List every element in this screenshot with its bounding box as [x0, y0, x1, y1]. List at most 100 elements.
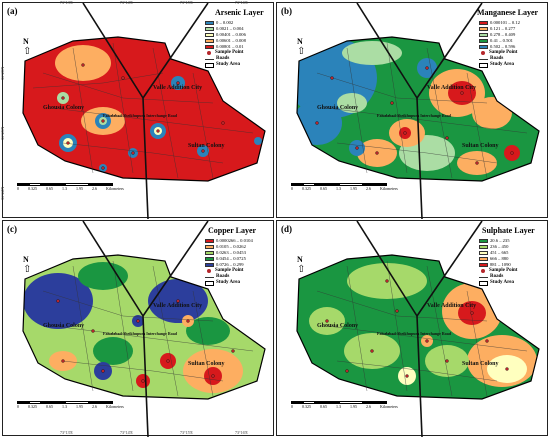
legend-roads: Roads	[216, 274, 230, 279]
scale-label: 0.65	[46, 186, 53, 191]
panel-label: (a)	[7, 6, 18, 16]
north-arrow-icon: N ⇧	[23, 37, 32, 57]
scale-bar: 0 0.325 0.65 1.3 1.95 2.6 Kilometers	[291, 401, 398, 409]
scale-label: 0	[17, 404, 19, 409]
legend-range: 0.0000266 – 0.0104	[216, 238, 253, 243]
scale-label: 0	[291, 404, 293, 409]
scale-unit: Kilometers	[380, 404, 398, 409]
legend-swatch	[205, 251, 214, 255]
legend-range: 666 – 880	[490, 256, 509, 261]
north-label: N	[297, 37, 303, 46]
scale-label: 0.325	[302, 186, 311, 191]
sample-point-icon	[481, 51, 485, 55]
legend-swatch	[479, 251, 488, 255]
road-line-icon	[479, 58, 488, 60]
study-area-icon	[205, 280, 214, 286]
legend-range: 236 – 450	[490, 244, 509, 249]
scale-label: 1.95	[350, 404, 357, 409]
scale-bar: 0 0.325 0.65 1.3 1.95 2.6 Kilometers	[291, 183, 398, 191]
legend-swatch	[479, 239, 488, 243]
legend-swatch	[205, 39, 214, 43]
town-label-sultan: Sultan Colony	[188, 143, 225, 149]
legend-sample-point: Sample Point	[215, 268, 244, 273]
north-arrow-icon: N ⇧	[297, 37, 306, 57]
panel-manganese: (b) N ⇧ Manganese Layer 0.000101 – 0.12 0…	[276, 2, 548, 219]
tick-bottom: 73°13'E	[60, 430, 73, 435]
north-label: N	[23, 255, 29, 264]
scale-label: 2.6	[92, 404, 97, 409]
sample-point-icon	[481, 269, 485, 273]
scale-bar-blocks	[17, 401, 124, 404]
road-label: Faisalabad-Sheikhupura Interchange Road	[377, 113, 451, 118]
north-arrow-icon: N ⇧	[297, 255, 306, 275]
town-label-ghousia: Ghousia Colony	[43, 323, 85, 329]
scale-label: 0.65	[320, 404, 327, 409]
sample-point-icon	[207, 269, 211, 273]
scale-label: 1.3	[336, 186, 341, 191]
legend-range: 0.00801 – 0.01	[216, 44, 244, 49]
panel-label: (c)	[7, 224, 17, 234]
scale-label: 0	[291, 186, 293, 191]
legend-range: 451 – 665	[490, 250, 509, 255]
scale-label: 1.3	[62, 186, 67, 191]
legend-roads: Roads	[490, 274, 504, 279]
scale-label: 0.65	[46, 404, 53, 409]
legend-swatch	[479, 245, 488, 249]
legend-title: Copper Layer	[208, 226, 257, 235]
town-label-ghousia: Ghousia Colony	[317, 105, 359, 111]
legend-range: 20.6 – 235	[490, 238, 510, 243]
legend-swatch	[479, 45, 488, 49]
scale-label: 1.3	[336, 404, 341, 409]
north-label: N	[297, 255, 303, 264]
legend-swatch	[205, 27, 214, 31]
legend-sample-point: Sample Point	[215, 50, 244, 55]
legend-range: 0.41 – 0.501	[490, 38, 513, 43]
scale-label: 2.6	[92, 186, 97, 191]
tick-bottom: 73°15'E	[180, 430, 193, 435]
scale-label: 1.95	[76, 404, 83, 409]
town-label-ghousia: Ghousia Colony	[43, 105, 85, 111]
legend-swatch	[479, 27, 488, 31]
scale-label: 0.65	[320, 186, 327, 191]
legend-sample-point: Sample Point	[489, 268, 518, 273]
legend-range: 0.0454 – 0.0725	[216, 256, 246, 261]
legend-swatch	[205, 245, 214, 249]
legend-swatch	[479, 39, 488, 43]
road-line-icon	[205, 58, 214, 60]
scale-bar: 0 0.325 0.65 1.3 1.95 2.6 Kilometers	[17, 183, 124, 191]
legend-range: 0.0726 – 0.299	[216, 262, 244, 267]
road-line-icon	[205, 276, 214, 278]
legend-swatch	[205, 263, 214, 267]
sulphate-map	[296, 221, 540, 437]
legend-range: 0.502 – 0.596	[490, 44, 516, 49]
scale-unit: Kilometers	[106, 404, 124, 409]
legend-swatch	[479, 33, 488, 37]
town-label-valle: Valle Addition City	[153, 303, 203, 309]
tick-top: 73°13'E	[60, 0, 73, 5]
scale-label: 1.95	[76, 186, 83, 191]
legend-roads: Roads	[216, 56, 230, 61]
legend-range: 0.00401 – 0.006	[216, 32, 246, 37]
tick-top: 73°14'E	[120, 0, 133, 5]
legend-title: Arsenic Layer	[215, 8, 264, 17]
legend-roads: Roads	[490, 56, 504, 61]
scale-unit: Kilometers	[380, 186, 398, 191]
study-area-icon	[205, 62, 214, 68]
legend-study-area: Study Area	[216, 62, 240, 67]
town-label-valle: Valle Addition City	[427, 85, 477, 91]
scale-label: 2.6	[366, 186, 371, 191]
town-label-ghousia: Ghousia Colony	[317, 323, 359, 329]
legend-swatch	[205, 257, 214, 261]
scale-bar-blocks	[291, 183, 398, 186]
tick-bottom: 73°14'E	[120, 430, 133, 435]
panel-label: (d)	[281, 224, 292, 234]
road-label: Faisalabad-Sheikhupura Interchange Road	[103, 331, 177, 336]
scale-label: 0	[17, 186, 19, 191]
legend: 20.6 – 235 236 – 450 451 – 665 666 – 880…	[479, 238, 517, 286]
scale-label: 1.3	[62, 404, 67, 409]
scale-label: 0.325	[302, 404, 311, 409]
legend-range: 0.0263 – 0.0453	[216, 250, 246, 255]
scale-unit: Kilometers	[106, 186, 124, 191]
scale-label: 0.325	[28, 404, 37, 409]
tick-top: 73°15'E	[180, 0, 193, 5]
